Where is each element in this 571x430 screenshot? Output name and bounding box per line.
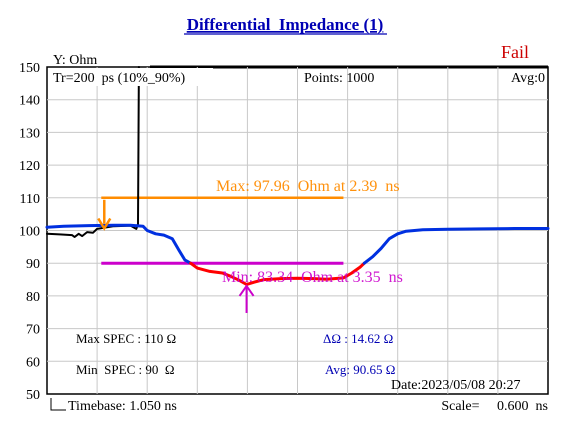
fail-status: Fail	[501, 42, 529, 62]
avg-count-label: Avg:0	[511, 71, 545, 86]
points-label: Points: 1000	[304, 71, 374, 86]
min-arrow-head	[238, 284, 255, 297]
y-tick-label: 120	[19, 159, 40, 174]
max-arrow-head	[97, 217, 112, 231]
y-tick-label: 150	[19, 61, 40, 76]
impedance-trace	[362, 227, 550, 265]
rise-time-label: Tr=200 ps (10%_90%)	[53, 71, 186, 86]
max-spec-label: Max SPEC : 110 Ω	[76, 331, 176, 346]
max-marker-arrow	[97, 199, 112, 231]
y-axis-ticks: 50 60 70 80 90 100 110 120 130 140 150	[19, 61, 40, 403]
y-unit-label: Y: Ohm	[53, 53, 97, 68]
impedance-trace	[45, 223, 193, 265]
y-tick-label: 110	[20, 192, 40, 207]
chart-title: Differential_Impedance (1)	[187, 15, 384, 34]
header-label-bg	[51, 68, 213, 86]
max-annotation: Max: 97.96 Ohm at 2.39 ns	[216, 178, 400, 195]
y-tick-label: 130	[19, 126, 40, 141]
y-tick-label: 70	[26, 323, 40, 338]
y-tick-label: 50	[26, 388, 40, 403]
y-tick-label: 140	[19, 94, 40, 109]
min-annotation: Min: 83.34 Ohm at 3.35 ns	[222, 269, 403, 286]
min-spec-label: Min SPEC : 90 Ω	[76, 362, 175, 377]
timebase-icon	[50, 398, 66, 411]
y-tick-label: 60	[26, 355, 40, 370]
y-tick-label: 90	[26, 257, 40, 272]
timebase-label: Timebase: 1.050 ns	[68, 399, 177, 414]
impedance-trace	[189, 261, 366, 286]
date-label: Date:2023/05/08 20:27	[391, 378, 521, 393]
delta-label: ΔΩ : 14.62 Ω	[323, 331, 393, 346]
impedance-trace	[46, 66, 140, 238]
scale-label: Scale= 0.600 ns	[441, 399, 548, 414]
y-tick-label: 100	[19, 225, 40, 240]
avg-label: Avg: 90.65 Ω	[325, 362, 395, 377]
impedance-traces	[45, 66, 550, 286]
min-marker-arrow	[238, 284, 255, 313]
y-tick-label: 80	[26, 290, 40, 305]
